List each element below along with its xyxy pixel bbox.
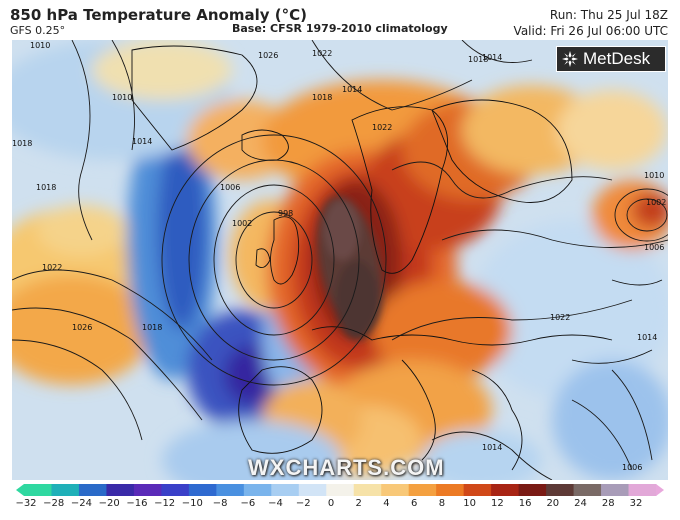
isobar-label: 1022	[550, 313, 570, 322]
color-scale-tick-label: 32	[629, 498, 643, 509]
color-scale-cell	[408, 484, 437, 496]
color-scale-cell	[216, 484, 245, 496]
chart-header: 850 hPa Temperature Anomaly (°C) GFS 0.2…	[0, 0, 680, 40]
color-scale-tick-label: −2	[295, 498, 311, 509]
color-scale-tick-label: 28	[601, 498, 615, 509]
color-scale-tick-label: 6	[410, 498, 418, 509]
color-scale-tick-label: 16	[518, 498, 532, 509]
climatology-base-label: Base: CFSR 1979-2010 climatology	[232, 22, 448, 35]
color-scale-tick-label: −16	[126, 498, 148, 509]
isobar-label: 1006	[220, 183, 240, 192]
color-scale-cell	[243, 484, 272, 496]
color-scale-tick-label: 24	[574, 498, 587, 509]
color-scale-cell	[353, 484, 382, 496]
color-scale-tick-label: −10	[181, 498, 203, 509]
isobar-label: 1014	[637, 333, 657, 342]
metdesk-logo-icon	[562, 51, 578, 67]
color-scale-ticks: −32 −28 −24 −20 −16 −12 −10 −8 −6 −4 −2 0 2 4 6 8 10 12 16…	[0, 498, 680, 512]
isobar-label: 1010	[112, 93, 132, 102]
color-scale-tick-label: −8	[212, 498, 228, 509]
valid-time-label: Valid: Fri 26 Jul 06:00 UTC	[513, 24, 668, 38]
color-scale-cell	[463, 484, 492, 496]
isobar-label: 1014	[482, 53, 502, 62]
color-scale-high-arrow	[656, 484, 664, 496]
isobar-label: 1018	[12, 139, 32, 148]
chart-title: 850 hPa Temperature Anomaly (°C)	[10, 6, 307, 24]
isobars	[12, 40, 668, 480]
isobar-label: 1010	[644, 171, 664, 180]
isobar-label: 1018	[468, 55, 488, 64]
color-scale-tick-label: 2	[355, 498, 362, 509]
watermark: WXCHARTS.COM	[248, 455, 445, 480]
color-scale-tick-label: 0	[327, 498, 335, 509]
isobar-label: 1002	[232, 219, 252, 228]
color-scale-cell	[601, 484, 630, 496]
isobar-label: 1026	[258, 51, 278, 60]
isobar-label: 1002	[646, 198, 666, 207]
color-scale-tick-label: −32	[15, 498, 37, 509]
isobar-label: 1006	[622, 463, 642, 472]
color-scale-cell	[573, 484, 602, 496]
color-scale-tick-label: 12	[490, 498, 504, 509]
color-scale-cell	[24, 484, 52, 496]
color-scale-cell	[106, 484, 135, 496]
color-scale-tick-label: −6	[240, 498, 256, 509]
color-scale-bar	[16, 484, 664, 496]
color-scale-tick-label: −20	[98, 498, 120, 509]
color-scale-cell	[436, 484, 465, 496]
coastlines	[131, 45, 663, 471]
color-scale-cell	[298, 484, 327, 496]
anomaly-map: 1010 1026 1022 1018 1014 1010 1018 1018 …	[12, 40, 668, 480]
color-scale-tick-label: −24	[70, 498, 93, 509]
color-scale-tick-label: 4	[383, 498, 390, 509]
isobar-label: 1022	[42, 263, 62, 272]
isobar-label: 1018	[312, 93, 332, 102]
model-label: GFS 0.25°	[10, 24, 66, 37]
isobar-label: 1014	[342, 85, 362, 94]
color-scale-cell	[51, 484, 80, 496]
isobar-label: 1014	[132, 137, 152, 146]
isobar-label: 1010	[30, 41, 50, 50]
color-scale-tick-label: 10	[463, 498, 476, 509]
color-scale-cell	[133, 484, 162, 496]
color-scale-cell	[518, 484, 547, 496]
color-scale-cell	[188, 484, 217, 496]
color-scale-cell	[78, 484, 107, 496]
color-scale-low-arrow	[16, 484, 24, 496]
isobar-label: 1022	[372, 123, 392, 132]
isobar-label: 1026	[72, 323, 92, 332]
run-time-label: Run: Thu 25 Jul 18Z	[549, 8, 668, 22]
isobar-label: 1022	[312, 49, 332, 58]
color-scale-tick-label: 20	[546, 498, 560, 509]
brand-name: MetDesk	[583, 49, 651, 68]
color-scale-tick-label: 8	[438, 498, 446, 509]
isobar-label: 1006	[644, 243, 664, 252]
color-scale-tick-label: −12	[154, 498, 176, 509]
isobar-label: 998	[278, 209, 293, 218]
metdesk-brand-badge: MetDesk	[556, 46, 666, 72]
isobar-label: 1014	[482, 443, 502, 452]
color-scale-cell	[271, 484, 300, 496]
isobar-label: 1018	[142, 323, 162, 332]
color-scale-tick-label: −28	[43, 498, 65, 509]
isobar-label: 1018	[36, 183, 56, 192]
color-scale-cell	[161, 484, 190, 496]
color-scale-cell	[628, 484, 657, 496]
color-scale-cell	[491, 484, 520, 496]
color-scale-tick-label: −4	[268, 498, 283, 509]
color-scale-cell	[326, 484, 355, 496]
color-scale-cell	[546, 484, 575, 496]
anomaly-map-canvas: 1010 1026 1022 1018 1014 1010 1018 1018 …	[12, 40, 668, 480]
color-scale-cell	[381, 484, 410, 496]
